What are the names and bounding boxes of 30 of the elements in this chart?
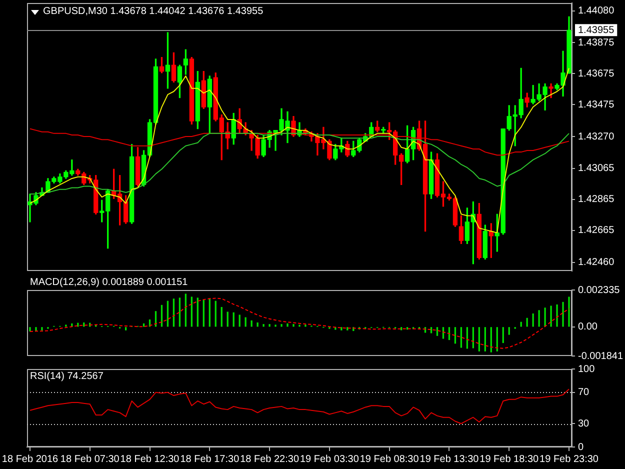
y-tick-label: 0.00 [578, 322, 598, 333]
x-tick-label: 18 Feb 07:30 [60, 454, 120, 465]
y-tick-label: 100 [578, 364, 596, 375]
x-tick-label: 19 Feb 13:30 [420, 454, 480, 465]
chart-title: RSI(14) 74.2567 [30, 371, 104, 383]
y-tick-label: 1.42865 [578, 194, 615, 206]
y-tick-label: 0.002335 [578, 284, 620, 296]
y-tick-label: 1.43475 [578, 99, 615, 110]
x-tick-label: 18 Feb 22:30 [240, 454, 300, 465]
chart-title: MACD(12,26,9) 0.001889 0.001151 [30, 277, 188, 289]
x-tick-label: 18 Feb 12:30 [120, 454, 180, 465]
y-tick-label: 30 [578, 418, 590, 430]
y-tick-label: 1.43065 [578, 163, 615, 174]
y-tick-label: 1.42460 [578, 257, 615, 268]
y-tick-label: -0.001841 [578, 350, 624, 362]
x-tick-label: 19 Feb 18:30 [480, 454, 540, 465]
y-tick-label: 1.43270 [578, 131, 615, 142]
y-tick-label: 1.43675 [578, 68, 615, 80]
y-tick-label: 1.43875 [578, 37, 615, 48]
y-tick-label: 1.44080 [578, 6, 615, 17]
x-tick-label: 18 Feb 17:30 [180, 454, 240, 465]
chart-title: GBPUSD,M30 1.43678 1.44042 1.43676 1.43955 [43, 6, 264, 18]
y-tick-label: 1.42665 [578, 225, 615, 236]
y-tick-label: 0 [578, 442, 584, 453]
x-tick-label: 19 Feb 08:30 [360, 454, 420, 465]
y-tick-label: 70 [578, 387, 590, 398]
ref-line-label: 1.43955 [578, 24, 615, 36]
x-tick-label: 19 Feb 03:30 [300, 454, 360, 465]
x-tick-label: 19 Feb 23:30 [540, 454, 599, 465]
x-tick-label: 18 Feb 2016 [2, 454, 59, 465]
